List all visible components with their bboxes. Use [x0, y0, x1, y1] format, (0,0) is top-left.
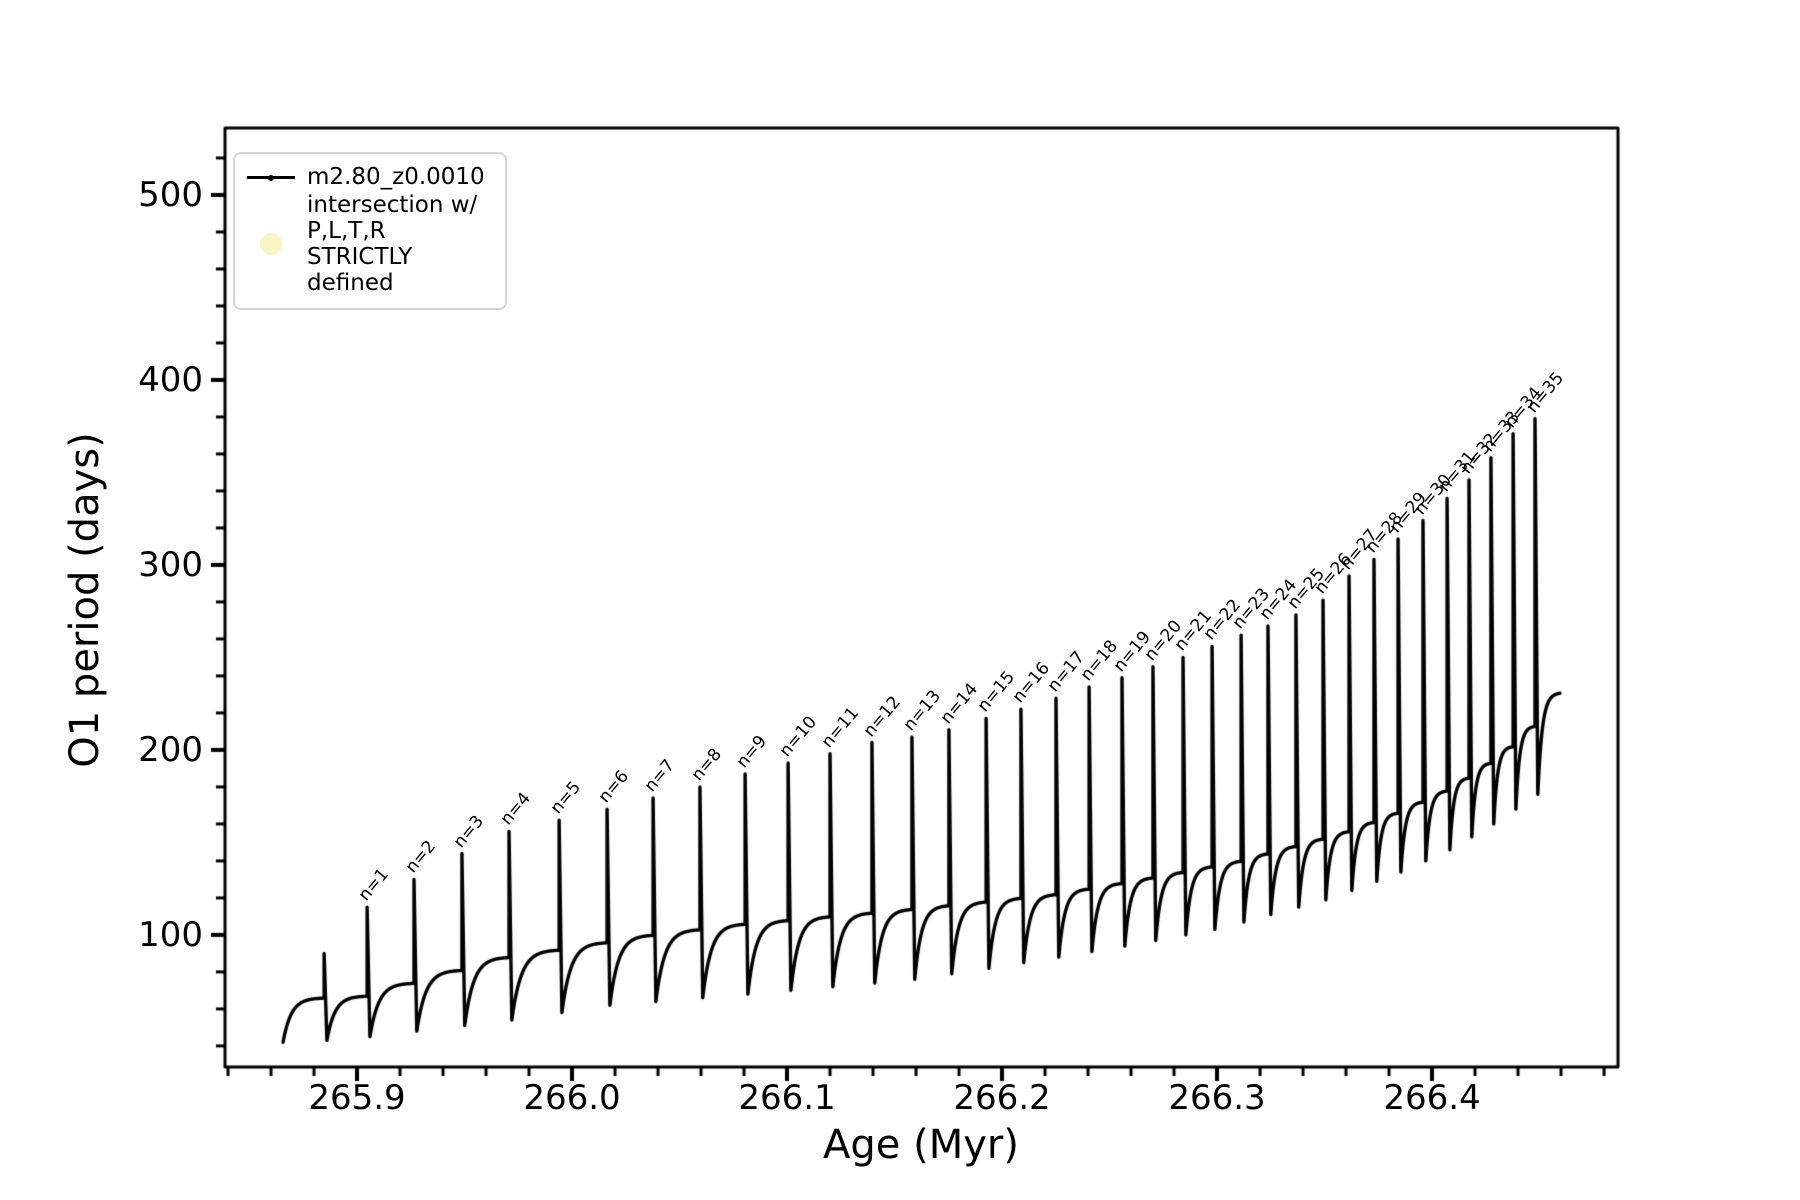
y-tick-label: 200	[138, 729, 203, 770]
legend-entry-intersection: intersection w/ P,L,T,R STRICTLY defined	[245, 192, 493, 296]
y-tick-label: 400	[138, 359, 203, 400]
legend-label-intersection: intersection w/ P,L,T,R STRICTLY defined	[307, 192, 493, 296]
legend-label-line2: STRICTLY defined	[307, 244, 413, 296]
circle-marker-icon	[245, 233, 297, 255]
y-tick-label: 300	[138, 544, 203, 585]
x-tick-label: 266.3	[1168, 1078, 1266, 1118]
x-tick-label: 265.9	[308, 1078, 406, 1118]
x-tick-label: 266.1	[738, 1078, 836, 1118]
x-axis-label: Age (Myr)	[823, 1122, 1019, 1168]
legend-label-line1: intersection w/ P,L,T,R	[307, 192, 478, 244]
y-tick-label: 500	[138, 174, 203, 215]
x-tick-label: 266.2	[953, 1078, 1051, 1118]
legend: m2.80_z0.0010 intersection w/ P,L,T,R ST…	[233, 152, 507, 310]
x-tick-label: 266.4	[1383, 1078, 1481, 1118]
y-tick-label: 100	[138, 914, 203, 955]
y-axis-label: O1 period (days)	[62, 432, 108, 768]
legend-label-series: m2.80_z0.0010	[307, 164, 485, 190]
line-dot-marker-icon	[245, 174, 297, 181]
x-tick-label: 266.0	[523, 1078, 621, 1118]
legend-entry-series: m2.80_z0.0010	[245, 164, 493, 190]
